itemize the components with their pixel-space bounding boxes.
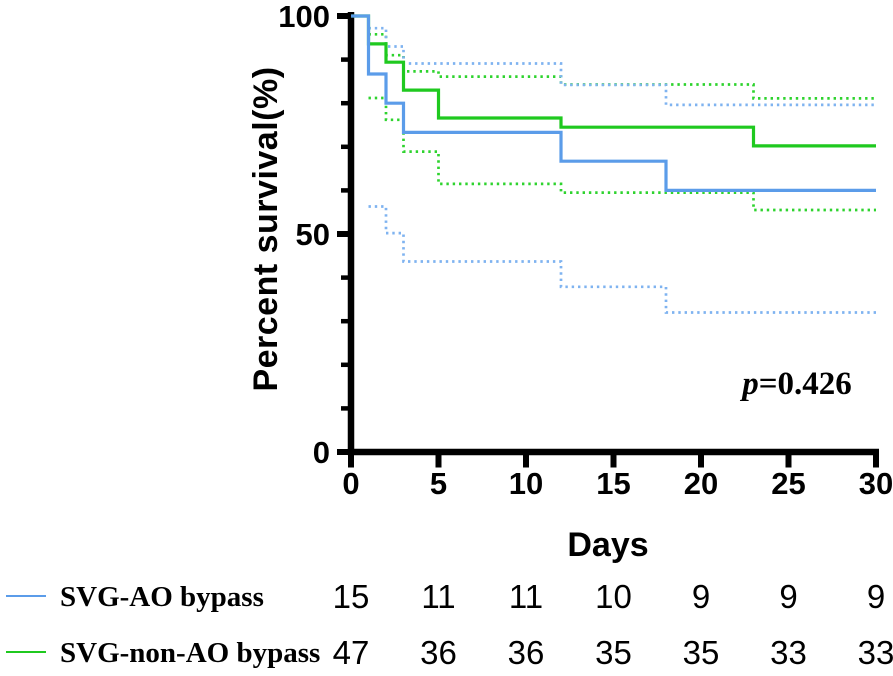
legend-row-svg-ao: SVG-AO bypass 15 11 11 10 9 9 9	[0, 578, 893, 616]
at-risk-count: 36	[507, 634, 545, 671]
legend-label-svg-ao: SVG-AO bypass	[60, 581, 264, 613]
p-value-number: =0.426	[758, 366, 852, 402]
ci-lower-svg-non-ao	[368, 96, 876, 212]
p-value-symbol: p	[742, 366, 759, 402]
at-risk-count: 35	[682, 634, 720, 671]
x-tick-label: 15	[596, 466, 630, 501]
x-tick-label: 20	[684, 466, 718, 501]
y-tick-label: 100	[278, 0, 330, 34]
at-risk-count: 35	[595, 634, 632, 671]
x-tick-label: 0	[342, 466, 359, 501]
at-risk-count: 9	[866, 578, 886, 615]
y-tick-label: 50	[296, 217, 330, 252]
km-curve-svg-ao	[351, 14, 876, 192]
ci-lower-svg-ao	[368, 205, 876, 314]
x-tick-label: 5	[430, 466, 447, 501]
legend-line-swatch-green	[6, 651, 46, 653]
x-tick-label: 25	[771, 466, 805, 501]
at-risk-count: 36	[420, 634, 457, 671]
legend-line-swatch-blue	[6, 595, 46, 597]
legend-label-svg-non-ao: SVG-non-AO bypass	[60, 637, 321, 669]
at-risk-count: 33	[857, 634, 893, 671]
ci-upper-svg-ao	[368, 26, 876, 107]
at-risk-count: 33	[770, 634, 807, 671]
at-risk-count: 11	[508, 578, 544, 615]
x-axis-title: Days	[567, 526, 649, 564]
at-risk-count: 15	[332, 578, 370, 615]
ci-upper-svg-non-ao	[368, 32, 876, 100]
km-curve-svg-non-ao	[351, 14, 876, 148]
x-tick-label: 10	[509, 466, 543, 501]
at-risk-count: 9	[691, 578, 711, 615]
y-axis-title: Percent survival(%)	[247, 66, 285, 392]
p-value-annotation: p=0.426	[697, 364, 893, 404]
legend-row-svg-non-ao: SVG-non-AO bypass 47 36 36 35 35 33 33	[0, 634, 893, 672]
y-tick-label: 0	[313, 435, 330, 470]
at-risk-count: 9	[779, 578, 798, 615]
x-tick-label: 30	[859, 466, 893, 501]
at-risk-count: 47	[332, 634, 370, 671]
at-risk-count: 10	[595, 578, 632, 615]
at-risk-count: 11	[421, 578, 456, 615]
